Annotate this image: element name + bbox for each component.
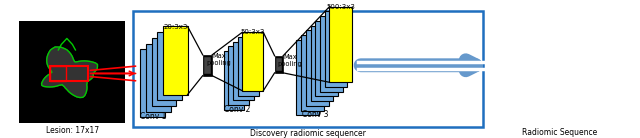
Bar [19, 21, 125, 123]
Polygon shape [42, 47, 97, 98]
Bar [50, 66, 66, 81]
Bar [310, 26, 333, 101]
Text: 500:3x3: 500:3x3 [326, 4, 355, 10]
Bar [163, 26, 188, 95]
Bar [223, 51, 244, 110]
Text: 20:3x3: 20:3x3 [163, 24, 188, 30]
Bar [301, 35, 324, 111]
Bar [237, 37, 259, 95]
Text: Conv 1: Conv 1 [140, 112, 166, 121]
Text: Lesion: 17x17: Lesion: 17x17 [45, 126, 99, 135]
Bar [146, 43, 170, 112]
Bar [233, 42, 254, 100]
Bar [152, 38, 176, 106]
Text: Max
pooling: Max pooling [278, 54, 303, 67]
Bar [330, 7, 352, 82]
Bar [324, 11, 348, 87]
Bar [204, 57, 211, 74]
Bar [228, 46, 249, 105]
Bar [203, 55, 212, 76]
Bar [320, 16, 342, 92]
Bar [276, 58, 282, 71]
Text: 50:3x3: 50:3x3 [241, 29, 265, 35]
Bar [306, 30, 328, 106]
Bar [296, 40, 319, 115]
Bar [132, 11, 483, 127]
Text: Conv 2: Conv 2 [223, 104, 250, 114]
Text: Conv 3: Conv 3 [302, 110, 328, 119]
Bar [243, 32, 263, 91]
Bar [316, 21, 338, 96]
Text: Max
pooling: Max pooling [207, 53, 231, 66]
Bar [157, 32, 182, 100]
Text: Radiomic Sequence: Radiomic Sequence [522, 128, 597, 137]
Bar [275, 56, 283, 73]
Bar [50, 66, 88, 81]
Bar [140, 49, 165, 117]
Text: Discovery radiomic sequencer: Discovery radiomic sequencer [250, 129, 365, 138]
